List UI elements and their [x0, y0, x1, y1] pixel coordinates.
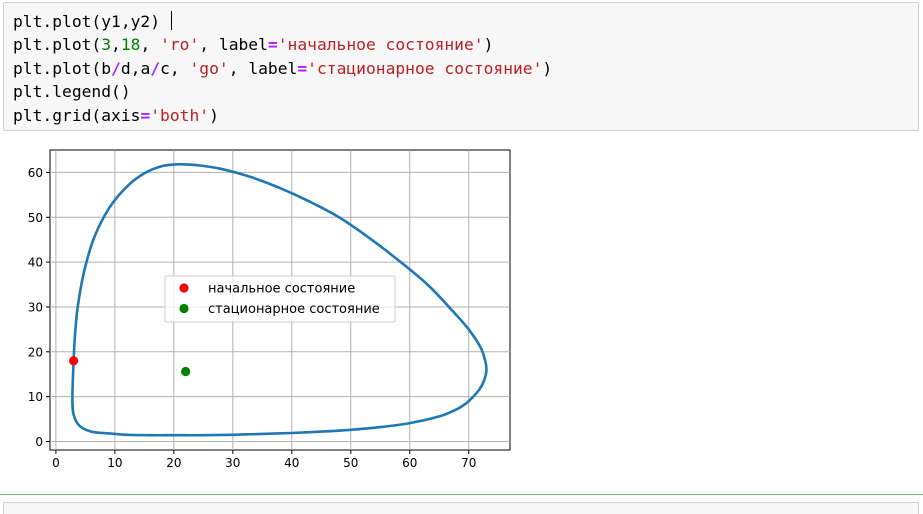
code-token: )	[542, 58, 553, 78]
grid-lines	[50, 150, 510, 450]
y-tick-label: 30	[28, 300, 43, 314]
text-cursor	[170, 11, 172, 30]
x-axis-ticks: 0 10 20 30 40 50 60 70	[52, 450, 476, 470]
trajectory-line	[71, 162, 488, 437]
y-tick-label: 40	[28, 256, 43, 270]
legend-marker-initial	[179, 283, 189, 293]
code-token: plt.plot(y1,y2)	[13, 12, 170, 31]
y-tick-label: 20	[28, 345, 43, 359]
code-token: c,	[160, 58, 190, 78]
initial-state-point	[68, 356, 79, 366]
y-tick-label: 50	[28, 211, 43, 225]
code-cell[interactable]: plt.plot(y1,y2) plt.plot(3,18, 'ro', lab…	[3, 2, 919, 131]
legend-label-stationary: стационарное состояние	[208, 302, 380, 317]
code-line: plt.legend()	[13, 80, 552, 103]
code-line: plt.grid(axis='both')	[13, 104, 552, 127]
code-token: 3	[101, 35, 112, 55]
legend-box	[164, 275, 396, 323]
code-token: 'both'	[150, 105, 210, 125]
code-token: , label	[228, 58, 298, 78]
stationary-state-point	[181, 366, 191, 377]
code-token: , label	[199, 35, 268, 55]
y-tick-label: 10	[28, 390, 43, 404]
x-tick-label: 0	[52, 456, 60, 470]
code-line: plt.plot(b/d,a/c, 'go', label='стационар…	[13, 57, 552, 80]
y-tick-label: 0	[35, 435, 43, 449]
next-code-cell[interactable]	[3, 502, 919, 514]
code-token: ,	[111, 35, 121, 55]
code-token: )	[483, 35, 494, 55]
code-token: 'ro'	[160, 35, 200, 55]
y-tick-label: 60	[28, 166, 43, 180]
x-tick-label: 60	[402, 456, 417, 470]
code-token: 'начальное состояние'	[277, 35, 484, 55]
code-token: d,a	[120, 58, 151, 78]
legend-marker-stationary	[179, 303, 189, 314]
cell-separator	[0, 494, 923, 495]
output-area: 0 10 20 30 40 50 60 70 0 10 20 30 40 50 60 начальное …	[0, 140, 923, 470]
code-token: 'go'	[189, 58, 229, 78]
code-token: )	[209, 105, 219, 125]
x-tick-label: 20	[166, 456, 181, 470]
code-token: /	[111, 58, 121, 78]
code-line: plt.plot(y1,y2)	[13, 10, 552, 33]
code-token: =	[267, 35, 278, 55]
code-token: 'стационарное состояние'	[307, 58, 543, 78]
code-token: plt.plot(	[13, 35, 102, 55]
legend: начальное состояние стационарное состоян…	[164, 275, 396, 323]
code-token: /	[150, 58, 161, 78]
code-token: 18	[120, 35, 141, 55]
code-token: =	[297, 58, 308, 78]
y-axis-ticks: 0 10 20 30 40 50 60	[28, 166, 50, 449]
code-token: plt.legend()	[13, 82, 131, 102]
code-token: plt.plot(b	[13, 58, 112, 78]
x-tick-label: 70	[461, 456, 476, 470]
code-token: ,	[140, 35, 161, 55]
phase-portrait-chart: 0 10 20 30 40 50 60 70 0 10 20 30 40 50 60 начальное …	[28, 149, 511, 470]
code-token: =	[140, 105, 151, 125]
code-token: plt.grid(axis	[13, 105, 141, 125]
x-tick-label: 30	[225, 456, 240, 470]
x-tick-label: 10	[107, 456, 122, 470]
x-tick-label: 50	[343, 456, 358, 470]
code-line: plt.plot(3,18, 'ro', label='начальное со…	[13, 33, 552, 56]
x-tick-label: 40	[284, 456, 299, 470]
legend-label-initial: начальное состояние	[208, 282, 355, 297]
code-editor[interactable]: plt.plot(y1,y2) plt.plot(3,18, 'ro', lab…	[13, 10, 552, 127]
